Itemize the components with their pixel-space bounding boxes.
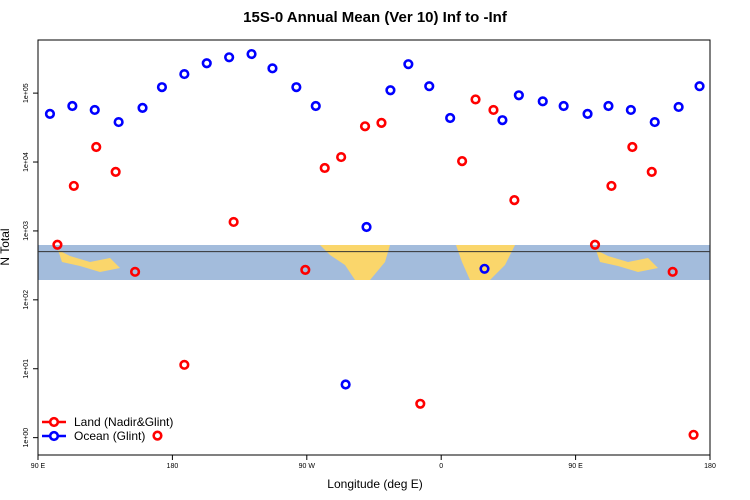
point [646, 166, 657, 177]
legend-label: Ocean (Glint) [74, 429, 145, 443]
point [137, 102, 148, 114]
point [513, 90, 524, 101]
point [336, 151, 347, 163]
point [606, 180, 617, 192]
point [179, 68, 190, 80]
point [625, 104, 636, 116]
chart-title: 15S-0 Annual Mean (Ver 10) Inf to -Inf [243, 9, 508, 26]
point [589, 239, 601, 250]
y-tick-label: 1e+00 [23, 428, 30, 448]
point [129, 266, 141, 277]
point [113, 116, 124, 128]
point [67, 100, 78, 112]
point [359, 121, 371, 132]
point [110, 166, 121, 177]
x-tick-label: 90 E [568, 463, 583, 470]
point [224, 52, 235, 63]
point [44, 108, 56, 119]
legend-marker [48, 416, 60, 428]
map-band [38, 245, 710, 280]
point [246, 48, 257, 60]
x-tick-label: 90 W [299, 463, 316, 470]
point [300, 264, 311, 275]
point [627, 141, 638, 153]
point [673, 101, 684, 113]
point [376, 117, 387, 128]
point [667, 266, 678, 277]
y-tick-label: 1e+05 [23, 83, 30, 103]
point [152, 430, 163, 441]
point [457, 156, 468, 167]
point [156, 82, 168, 93]
point [603, 100, 614, 112]
plot-frame [37, 39, 711, 456]
point [497, 115, 508, 126]
point [694, 81, 705, 92]
point [340, 379, 351, 390]
point [509, 195, 520, 206]
point [319, 162, 330, 174]
point [479, 263, 490, 274]
point [688, 429, 699, 440]
point [385, 85, 396, 96]
y-tick-label: 1e+02 [23, 290, 30, 310]
x-tick-label: 180 [167, 463, 179, 470]
y-tick-label: 1e+01 [23, 359, 30, 379]
point [201, 58, 212, 69]
point [488, 104, 499, 116]
x-tick-label: 90 E [31, 463, 46, 470]
point [179, 359, 190, 370]
point [415, 398, 426, 409]
point [445, 112, 456, 124]
point [470, 94, 481, 105]
point [228, 216, 239, 228]
y-tick-label: 1e+04 [23, 152, 30, 172]
point [649, 116, 660, 128]
y-axis-label: N Total [0, 228, 12, 265]
legend-label: Land (Nadir&Glint) [74, 415, 173, 429]
x-tick-label: 0 [439, 463, 443, 470]
point [537, 96, 548, 107]
point [310, 100, 321, 112]
point [558, 100, 569, 112]
point [267, 63, 278, 74]
y-tick-label: 1e+03 [23, 221, 30, 241]
point [291, 82, 302, 93]
legend-marker [48, 430, 60, 442]
point [52, 239, 63, 250]
point [89, 104, 100, 116]
point [361, 221, 372, 233]
point [424, 81, 435, 92]
point [582, 108, 593, 119]
point [68, 180, 79, 192]
point [403, 59, 414, 70]
x-axis-label: Longitude (deg E) [327, 477, 422, 491]
x-tick-label: 180 [704, 463, 716, 470]
point [91, 141, 102, 153]
